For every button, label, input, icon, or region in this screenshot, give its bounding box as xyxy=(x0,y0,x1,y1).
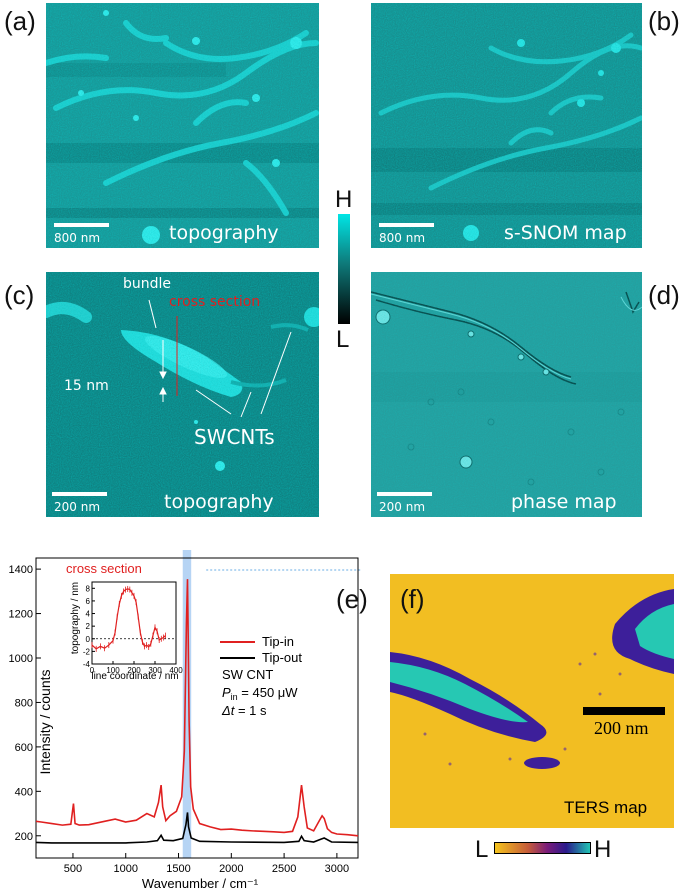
panel-b-scale-label: 800 nm xyxy=(379,231,426,245)
panel-c-scale-label: 200 nm xyxy=(54,500,101,514)
ters-colorbar-high-label: H xyxy=(594,836,612,863)
panel-d-phase-image: 200 nm phase map xyxy=(371,272,642,517)
inset-y-tick-label-5: 6 xyxy=(86,597,91,606)
inset-x-tick-label-0: 0 xyxy=(90,666,95,675)
axis-ticks: 500 1000 1500 2000 2500 300020040060080010001… xyxy=(9,564,350,875)
ters-scale-label: 200 nm xyxy=(594,718,649,738)
inset-x-tick-label-3: 300 xyxy=(148,666,162,675)
ters-map-texture xyxy=(390,574,674,828)
panel-c-cross-section-annotation: cross section xyxy=(169,294,261,310)
panel-d-scale-bar xyxy=(377,492,432,496)
legend-tip-out-label: Tip-out xyxy=(262,650,302,665)
panel-c-topography-image: bundle cross section 15 nm SWCNTs 200 nm… xyxy=(46,272,319,517)
legend-tip-in-label: Tip-in xyxy=(262,634,294,649)
inset-series-group xyxy=(91,585,166,652)
inset-x-tick-label-2: 200 xyxy=(127,666,141,675)
inset-y-axis-title: topography / nm xyxy=(70,582,81,654)
panel-d-label: phase map xyxy=(511,491,617,513)
inset-y-tick-label-1: -2 xyxy=(83,647,91,656)
panel-b-label: s-SNOM map xyxy=(504,222,627,244)
afm-colorbar xyxy=(338,214,350,324)
panel-a-topography-image: 800 nm topography xyxy=(46,3,319,248)
info-time: Δt = 1 s xyxy=(221,703,267,718)
y-tick-label-0: 200 xyxy=(15,831,33,843)
y-tick-label-5: 1200 xyxy=(9,609,33,621)
inset-x-tick-label-1: 100 xyxy=(106,666,120,675)
ters-map-label: TERS map xyxy=(564,798,648,817)
ters-colorbar-low-label: L xyxy=(475,836,489,863)
y-tick-label-4: 1000 xyxy=(9,653,33,665)
plot-frame xyxy=(35,557,359,859)
y-axis-title: Intensity / counts xyxy=(37,669,53,774)
panel-d-letter: (d) xyxy=(648,280,680,310)
y-tick-label-1: 400 xyxy=(15,786,33,798)
panel-b-snom-image: 800 nm s-SNOM map xyxy=(371,3,642,248)
panel-a-texture xyxy=(46,3,319,248)
panel-d-scale-label: 200 nm xyxy=(379,500,426,514)
ters-colorbar xyxy=(494,842,591,854)
raman-spectrum-chart: 500 1000 1500 2000 2500 300020040060080010001… xyxy=(9,550,362,891)
panel-a-letter: (a) xyxy=(4,6,36,36)
panel-c-letter: (c) xyxy=(4,280,35,310)
panel-c-bundle-annotation: bundle xyxy=(123,276,172,292)
ters-scale-bar xyxy=(583,707,665,715)
info-sample: SW CNT xyxy=(222,667,273,682)
panel-b-letter: (b) xyxy=(648,6,680,36)
y-tick-label-3: 800 xyxy=(15,697,33,709)
ters-map-image: 200 nm TERS map xyxy=(390,574,674,828)
panel-c-texture xyxy=(46,272,319,517)
highlight-band xyxy=(182,550,192,858)
panel-c-label: topography xyxy=(164,491,274,513)
panel-a-scale-bar xyxy=(54,223,109,227)
inset-y-tick-label-0: -4 xyxy=(83,660,91,669)
inset-y-tick-label-2: 0 xyxy=(86,635,91,644)
panel-c-height-annotation: 15 nm xyxy=(64,378,109,394)
afm-colorbar-high-label: H xyxy=(335,186,353,213)
inset-y-tick-label-6: 8 xyxy=(86,584,91,593)
x-tick-label-4: 2500 xyxy=(272,863,296,875)
panel-a-scale-label: 800 nm xyxy=(54,231,101,245)
x-tick-label-1: 1000 xyxy=(113,863,137,875)
panel-a-label: topography xyxy=(169,222,279,244)
panel-c-swcnts-annotation: SWCNTs xyxy=(194,425,275,449)
inset-cross-section-chart: 0 100 200 300 400 -4 -2 0 2 4 6 8 line coordinate /… xyxy=(70,581,183,682)
inset-axis-ticks: 0 100 200 300 400 -4 -2 0 2 4 6 8 xyxy=(83,584,183,675)
y-tick-label-6: 1400 xyxy=(9,564,33,576)
afm-colorbar-low-label: L xyxy=(336,326,350,353)
inset-x-tick-label-4: 400 xyxy=(169,666,183,675)
series-line-tip-in xyxy=(35,579,359,837)
y-tick-label-2: 600 xyxy=(15,742,33,754)
inset-x-axis-title: line coordinate / nm xyxy=(91,671,178,682)
inset-title: cross section xyxy=(66,561,142,576)
panel-c-scale-bar xyxy=(52,492,107,496)
panel-b-scale-bar xyxy=(379,223,434,227)
panel-f-letter: (f) xyxy=(400,584,425,614)
x-tick-label-3: 2000 xyxy=(219,863,243,875)
inset-y-tick-label-4: 4 xyxy=(86,610,91,619)
panel-d-texture xyxy=(371,272,642,517)
info-power: Pin = 450 μW xyxy=(222,685,298,702)
x-axis-title: Wavenumber / cm⁻¹ xyxy=(142,876,259,891)
inset-y-tick-label-3: 2 xyxy=(86,622,91,631)
series-line-tip-out xyxy=(35,812,359,844)
panel-e-letter: (e) xyxy=(336,584,368,614)
panel-b-texture xyxy=(371,3,642,248)
x-tick-label-0: 500 xyxy=(64,863,82,875)
x-tick-label-2: 1500 xyxy=(166,863,190,875)
series-group xyxy=(35,579,359,844)
x-tick-label-5: 3000 xyxy=(325,863,349,875)
